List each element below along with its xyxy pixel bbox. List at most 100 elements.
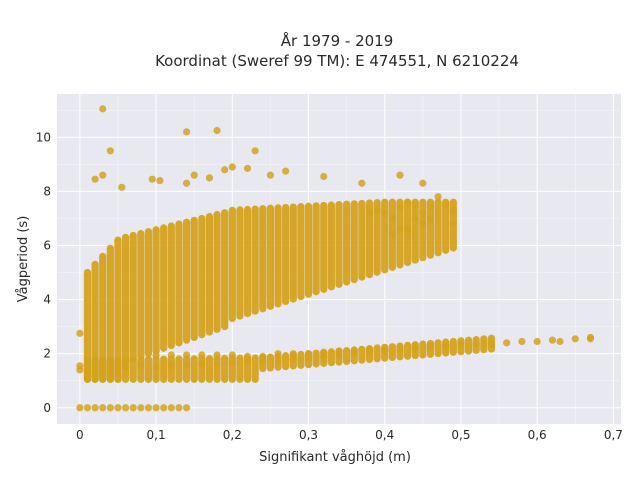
cluster-column [228,206,236,323]
data-point [182,179,191,187]
data-point [106,404,114,412]
chart-title-line2: Koordinat (Sweref 99 TM): E 474551, N 62… [155,52,519,70]
cluster-column [411,198,419,264]
data-point [152,404,160,412]
data-point [137,404,145,412]
x-tick-label: 0,5 [451,428,470,442]
data-point [76,404,84,412]
cluster-column-low [213,354,221,383]
cluster-column [114,236,122,383]
cluster-column [327,201,335,291]
data-point [91,175,99,183]
data-point [114,404,122,412]
data-point [152,351,160,359]
data-point [419,220,427,228]
data-point [160,404,168,412]
data-point [198,351,206,359]
cluster-column-band [312,349,320,368]
data-point [335,347,343,355]
cluster-column [343,200,351,286]
data-point [472,340,480,348]
cluster-column-low [236,354,244,383]
data-point [106,147,114,155]
cluster-column [358,199,366,281]
cluster-column-low [114,356,122,383]
cluster-column-band [373,344,381,363]
chart-title-line1: År 1979 - 2019 [281,31,394,50]
data-point [533,337,541,346]
data-point [99,105,107,113]
data-point [411,343,419,351]
data-point [411,201,419,209]
data-point [121,404,130,412]
data-point [457,341,465,350]
cluster-column [167,222,175,350]
data-point [190,171,198,179]
cluster-column [243,205,252,318]
data-point [76,329,84,337]
cluster-column-band [434,339,442,358]
cluster-column-band [327,348,335,367]
cluster-column-band [480,335,488,354]
cluster-column [221,209,229,331]
data-point [289,350,297,358]
data-point [434,193,442,201]
cluster-column-low [91,356,99,383]
data-point [396,171,404,179]
data-point [144,404,153,412]
x-tick-label: 0,6 [528,428,547,442]
cluster-column [152,226,160,355]
y-tick-label: 8 [43,184,51,198]
data-point [365,209,374,217]
x-tick-label: 0,7 [604,428,623,442]
cluster-column-low [99,356,107,383]
cluster-column [274,204,282,308]
cluster-column [213,211,221,333]
cluster-column-band [358,345,366,364]
data-point [571,335,579,343]
data-point [556,337,564,346]
cluster-column-low [129,356,137,383]
cluster-column [434,198,442,257]
data-point [503,339,511,347]
cluster-column [137,229,145,360]
data-point [121,363,130,371]
cluster-column [365,199,374,279]
cluster-column [106,244,114,383]
y-tick-label: 10 [36,130,51,144]
cluster-column [182,218,191,344]
data-point [396,344,404,352]
data-point [182,362,191,370]
data-point [175,404,183,412]
cluster-column-low [83,356,92,383]
data-point [411,214,419,223]
data-point [403,198,412,206]
x-tick-label: 0,3 [299,428,318,442]
cluster-column [419,198,427,262]
cluster-column [320,201,328,293]
data-point [182,128,191,136]
data-point [243,358,252,366]
data-point [213,360,221,369]
cluster-column-low [251,354,259,383]
data-point [282,167,290,175]
cluster-column [121,233,130,366]
data-point [259,352,267,360]
data-point [167,362,175,370]
cluster-column [91,260,99,383]
cluster-column-low [190,355,198,383]
point-clusters [83,198,496,383]
cluster-column-low [221,354,229,383]
cluster-column [350,200,358,284]
data-point [83,404,92,412]
data-point [442,341,450,350]
data-point [396,225,404,233]
cluster-column-band [282,352,290,371]
cluster-column-band [449,337,457,356]
cluster-column [175,220,183,347]
cluster-column [205,212,214,336]
data-point [228,163,236,171]
data-point [358,179,366,187]
cluster-column-low [106,356,114,383]
